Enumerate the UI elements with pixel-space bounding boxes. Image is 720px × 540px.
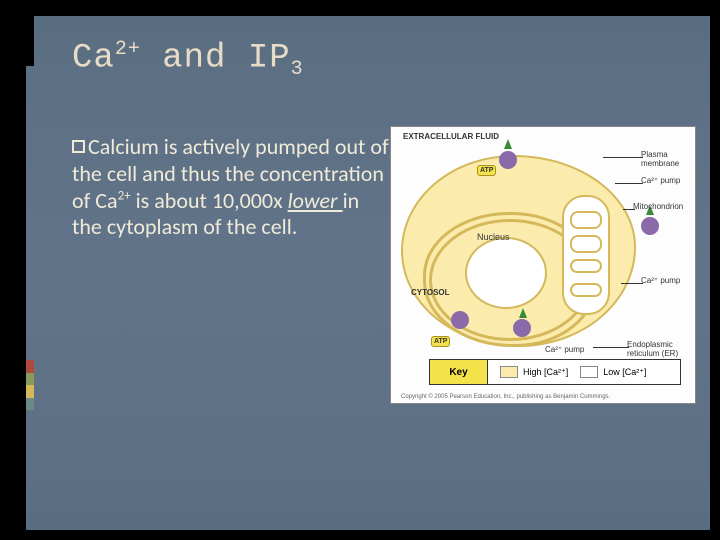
leader-line bbox=[593, 347, 629, 348]
mito-crista bbox=[570, 259, 602, 273]
body-sup: 2+ bbox=[118, 188, 131, 203]
arrow-icon bbox=[519, 308, 527, 318]
arrow-icon bbox=[504, 139, 512, 149]
label-mito: Mitochondrion bbox=[633, 203, 689, 212]
label-plasma: Plasma membrane bbox=[641, 151, 689, 169]
legend: Key High [Ca²⁺] Low [Ca²⁺] bbox=[429, 359, 681, 385]
title-sup: 2+ bbox=[115, 38, 141, 61]
stripe-red bbox=[26, 360, 34, 373]
bullet-icon bbox=[72, 140, 85, 153]
label-capump: Ca²⁺ pump bbox=[545, 346, 585, 355]
atp-badge: ATP bbox=[477, 165, 496, 176]
label-capump: Ca²⁺ pump bbox=[641, 177, 689, 186]
legend-high-label: High [Ca²⁺] bbox=[523, 367, 568, 378]
label-capump: Ca²⁺ pump bbox=[641, 277, 689, 286]
cell-diagram: EXTRACELLULAR FLUID ATP ATP Plasma membr… bbox=[390, 126, 696, 404]
accent-stripes bbox=[26, 360, 34, 410]
leader-line bbox=[621, 283, 643, 284]
body-text: Calcium is actively pumped out of the ce… bbox=[72, 134, 392, 241]
atp-badge: ATP bbox=[431, 336, 450, 347]
copyright-text: Copyright © 2005 Pearson Education, Inc.… bbox=[401, 394, 610, 400]
stripe-yellow bbox=[26, 385, 34, 398]
sidebar bbox=[26, 16, 34, 530]
mitochondrion bbox=[562, 195, 610, 315]
stripe-teal bbox=[26, 398, 34, 411]
ca-pump-icon bbox=[499, 151, 517, 169]
slide-background: Ca2+ and IP3 Calcium is actively pumped … bbox=[26, 16, 710, 530]
ca-pump-icon bbox=[641, 217, 659, 235]
nucleus bbox=[465, 237, 547, 309]
label-nucleus: Nucleus bbox=[477, 233, 510, 243]
label-cytosol: CYTOSOL bbox=[411, 289, 450, 298]
ca-pump-icon bbox=[451, 311, 469, 329]
legend-swatch-low bbox=[580, 366, 598, 378]
stripe-green bbox=[26, 373, 34, 386]
leader-line bbox=[615, 183, 643, 184]
body-lower: lower bbox=[288, 187, 343, 214]
sidebar-black-block bbox=[26, 16, 34, 66]
mito-crista bbox=[570, 283, 602, 297]
label-er: Endoplasmic reticulum (ER) bbox=[627, 341, 689, 359]
title-sub: 3 bbox=[291, 58, 304, 81]
body-mid: is about 10,000x bbox=[131, 187, 288, 214]
cell-membrane bbox=[401, 155, 636, 347]
legend-key: Key bbox=[430, 360, 488, 384]
leader-line bbox=[623, 209, 635, 210]
legend-swatch-high bbox=[500, 366, 518, 378]
title-part2: and IP bbox=[141, 39, 291, 77]
legend-low-label: Low [Ca²⁺] bbox=[603, 367, 646, 378]
slide-title: Ca2+ and IP3 bbox=[72, 38, 304, 81]
ca-pump-icon bbox=[513, 319, 531, 337]
title-part1: Ca bbox=[72, 39, 115, 77]
label-extracellular: EXTRACELLULAR FLUID bbox=[403, 133, 499, 142]
leader-line bbox=[603, 157, 643, 158]
